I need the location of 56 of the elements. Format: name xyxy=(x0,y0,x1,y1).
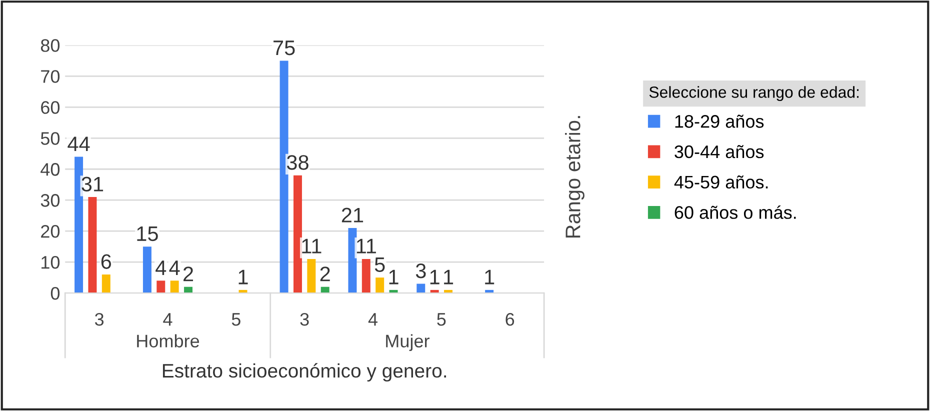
bar xyxy=(88,197,97,294)
data-label: 2 xyxy=(184,266,194,282)
data-label: 4 xyxy=(156,260,166,275)
bar xyxy=(376,278,384,294)
bar xyxy=(74,156,84,294)
text: Hombre xyxy=(137,334,200,348)
bar xyxy=(170,280,179,294)
data-label: 38 xyxy=(286,155,308,170)
data-label: 4 xyxy=(169,260,180,275)
y-tick-label: 30 xyxy=(40,194,60,207)
bar xyxy=(362,258,370,294)
legend-label: 18-29 años xyxy=(675,114,764,128)
data-label: 1 xyxy=(430,270,440,284)
y-tick-label: 70 xyxy=(41,70,60,83)
bar xyxy=(142,246,152,294)
x-tick-label: 3 xyxy=(94,312,104,326)
bar xyxy=(102,274,110,294)
y-tick-label: 10 xyxy=(42,256,60,269)
data-label: 15 xyxy=(137,226,158,242)
x-tick-label: 6 xyxy=(506,312,514,326)
bar xyxy=(307,258,316,294)
x-tick-label: 5 xyxy=(437,313,446,326)
bar xyxy=(156,280,166,294)
data-label: 11 xyxy=(302,238,322,254)
data-label: 1 xyxy=(444,270,454,284)
data-label: 1 xyxy=(389,270,398,284)
bar xyxy=(280,60,288,294)
data-label: 1 xyxy=(238,270,248,284)
x-tick-label: 4 xyxy=(163,313,172,326)
y-tick-label: 20 xyxy=(41,225,60,238)
x-axis-title: Estrato sicioeconómico y genero. xyxy=(162,363,446,382)
legend-title: Seleccione su rango de edad: xyxy=(649,86,859,102)
data-label: 44 xyxy=(68,136,90,152)
y-tick-label: 40 xyxy=(40,163,60,176)
data-label: 5 xyxy=(374,258,385,272)
data-label: 1 xyxy=(485,270,494,284)
data-label: 21 xyxy=(342,208,364,222)
y-tick-label: 0 xyxy=(50,286,60,300)
y-tick-label: 60 xyxy=(41,101,60,114)
legend-label: 60 años o más. xyxy=(674,205,796,219)
data-label: 3 xyxy=(416,263,426,278)
bar xyxy=(416,284,426,294)
y-tick-label: 50 xyxy=(40,132,60,145)
data-label: 31 xyxy=(82,176,104,192)
x-tick-label: 3 xyxy=(300,312,309,326)
text: Rango etario. xyxy=(565,116,584,238)
legend-label: 45-59 años. xyxy=(674,175,768,189)
y-tick-label: 80 xyxy=(40,39,60,52)
data-label: 75 xyxy=(274,40,295,56)
x-tick-label: 5 xyxy=(232,313,240,326)
data-label: 2 xyxy=(320,266,330,282)
data-label: 6 xyxy=(101,254,112,269)
text: Mujer xyxy=(386,334,430,352)
legend-label: 30-44 años xyxy=(674,145,764,158)
x-tick-label: 4 xyxy=(368,313,378,326)
data-label: 11 xyxy=(356,238,376,254)
